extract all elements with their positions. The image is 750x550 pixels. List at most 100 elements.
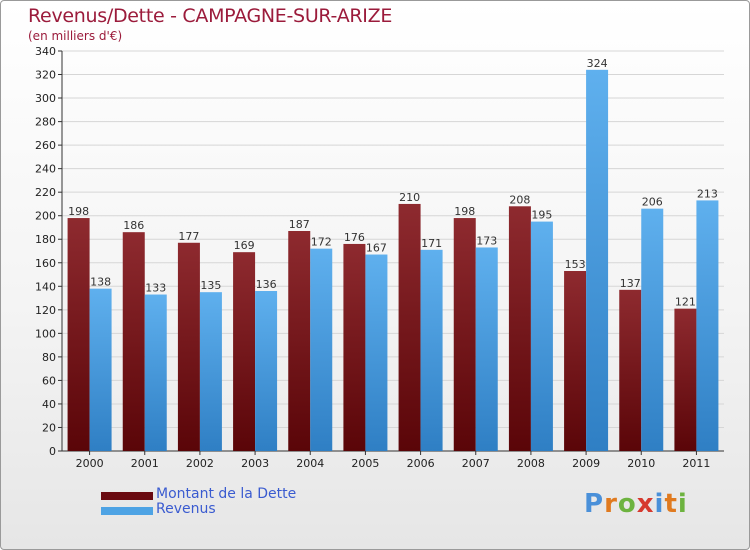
bar-dette xyxy=(288,231,311,451)
y-tick-label: 260 xyxy=(35,139,56,152)
bar-dette xyxy=(122,232,145,451)
bar-revenus xyxy=(310,248,333,451)
y-tick-label: 320 xyxy=(35,69,56,82)
legend-swatch-dette xyxy=(101,492,153,500)
x-tick-label: 2001 xyxy=(131,457,159,470)
data-label-dette: 176 xyxy=(344,231,365,244)
legend-swatch-revenus xyxy=(101,507,153,515)
bar-revenus xyxy=(586,69,609,451)
y-tick-label: 200 xyxy=(35,210,56,223)
proxiti-logo: Proxiti xyxy=(584,489,688,519)
logo-letter: o xyxy=(617,489,637,519)
data-label-revenus: 138 xyxy=(90,276,111,289)
x-axis-ticks: 2000 2001 2002 2003 2004 2005 2006 2007 2008 2009… xyxy=(76,451,710,470)
logo-letter: i xyxy=(654,489,665,519)
data-label-revenus: 324 xyxy=(587,57,608,70)
axes xyxy=(61,51,724,452)
x-tick-label: 2004 xyxy=(296,457,324,470)
data-label-dette: 169 xyxy=(234,239,255,252)
logo-letter: t xyxy=(664,489,678,519)
grid-lines xyxy=(62,50,724,452)
bar-revenus xyxy=(420,249,443,451)
x-tick-label: 2008 xyxy=(517,457,545,470)
x-tick-label: 2002 xyxy=(186,457,214,470)
data-label-revenus: 195 xyxy=(531,209,552,222)
y-tick-label: 280 xyxy=(35,116,56,129)
data-label-dette: 187 xyxy=(289,218,310,231)
x-tick-label: 2009 xyxy=(572,457,600,470)
bar-revenus xyxy=(365,254,388,451)
x-tick-label: 2010 xyxy=(627,457,655,470)
y-tick-label: 300 xyxy=(35,92,56,105)
data-label-dette: 121 xyxy=(675,296,696,309)
bar-revenus xyxy=(530,221,553,451)
logo-letter: r xyxy=(604,489,618,519)
bar-dette xyxy=(398,203,421,451)
data-label-revenus: 136 xyxy=(256,278,277,291)
legend-label-dette: Montant de la Dette xyxy=(156,486,297,502)
data-label-dette: 210 xyxy=(399,191,420,204)
y-tick-label: 120 xyxy=(35,304,56,317)
data-label-revenus: 173 xyxy=(476,234,497,247)
bar-revenus xyxy=(475,247,498,451)
bar-dette xyxy=(674,308,697,451)
y-tick-label: 180 xyxy=(35,233,56,246)
data-label-revenus: 135 xyxy=(200,279,221,292)
data-label-revenus: 171 xyxy=(421,237,442,250)
chart-title: Revenus/Dette - CAMPAGNE-SUR-ARIZE xyxy=(28,5,393,27)
data-label-revenus: 167 xyxy=(366,242,387,255)
y-tick-label: 40 xyxy=(42,398,56,411)
y-tick-label: 100 xyxy=(35,327,56,340)
data-label-dette: 208 xyxy=(509,193,530,206)
data-label-dette: 137 xyxy=(620,277,641,290)
data-label-revenus: 133 xyxy=(145,282,166,295)
y-tick-label: 80 xyxy=(42,351,56,364)
bar-revenus xyxy=(696,200,719,451)
data-label-dette: 153 xyxy=(565,258,586,271)
data-label-dette: 186 xyxy=(123,219,144,232)
data-label-revenus: 206 xyxy=(642,196,663,209)
bars xyxy=(67,69,719,451)
x-tick-label: 2003 xyxy=(241,457,269,470)
x-tick-label: 2007 xyxy=(462,457,490,470)
x-tick-label: 2000 xyxy=(76,457,104,470)
bar-dette xyxy=(619,289,642,451)
bar-dette xyxy=(343,243,366,451)
y-tick-label: 0 xyxy=(49,445,56,458)
data-label-revenus: 172 xyxy=(311,236,332,249)
y-axis-ticks: 0 20 40 60 80 100 120 140 160 180 200 220 240 260 280 3… xyxy=(35,45,62,458)
bar-revenus xyxy=(199,292,222,451)
bar-dette xyxy=(233,252,256,451)
data-label-revenus: 213 xyxy=(697,187,718,200)
bar-revenus xyxy=(255,291,278,451)
x-tick-label: 2011 xyxy=(682,457,710,470)
x-tick-label: 2005 xyxy=(351,457,379,470)
bar-revenus xyxy=(144,294,167,451)
logo-letter: i xyxy=(677,489,688,519)
data-label-dette: 198 xyxy=(454,205,475,218)
chart-subtitle: (en milliers d'€) xyxy=(28,29,123,43)
data-label-dette: 198 xyxy=(68,205,89,218)
y-tick-label: 140 xyxy=(35,280,56,293)
bar-dette xyxy=(564,271,587,451)
bar-dette xyxy=(453,218,476,451)
y-tick-label: 220 xyxy=(35,186,56,199)
bar-revenus xyxy=(641,208,664,451)
y-tick-label: 60 xyxy=(42,374,56,387)
bar-revenus xyxy=(89,288,112,451)
data-label-dette: 177 xyxy=(178,230,199,243)
logo-letter: P xyxy=(584,489,605,519)
y-tick-label: 20 xyxy=(42,421,56,434)
bar-dette xyxy=(177,242,200,451)
bar-dette xyxy=(508,206,531,451)
x-tick-label: 2006 xyxy=(407,457,435,470)
y-tick-label: 160 xyxy=(35,257,56,270)
bar-dette xyxy=(67,218,90,451)
y-tick-label: 340 xyxy=(35,45,56,58)
legend-label-revenus: Revenus xyxy=(156,501,216,517)
logo-letter: x xyxy=(636,489,655,519)
y-tick-label: 240 xyxy=(35,163,56,176)
